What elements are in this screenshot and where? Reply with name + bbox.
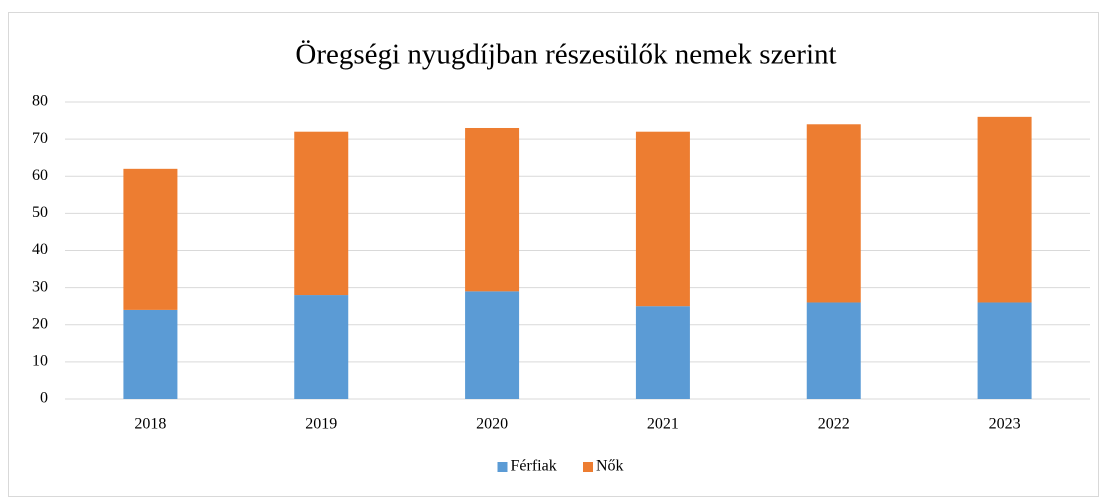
x-tick-label: 2020 [476,416,508,433]
chart-border [8,12,1099,497]
x-tick-label: 2021 [647,416,679,433]
bar-segment [465,291,520,399]
bar-segment [294,131,349,296]
bar-segment [635,306,690,399]
y-tick-label: 0 [40,390,48,407]
x-tick-label: 2018 [134,416,166,433]
x-tick-label: 2019 [305,416,337,433]
y-tick-label: 60 [32,167,48,184]
bar-segment [806,124,861,303]
legend-swatch [583,462,593,472]
y-tick-label: 40 [32,241,48,258]
bar-segment [977,302,1032,399]
bar-segment [123,168,178,310]
y-tick-label: 70 [32,130,48,147]
x-tick-label: 2023 [989,416,1021,433]
bar-segment [123,309,178,399]
x-tick-label: 2022 [818,416,850,433]
bar-segment [465,127,520,292]
legend-swatch [497,462,508,472]
bar-segment [977,116,1032,303]
y-tick-label: 20 [32,315,48,332]
legend-label: Nők [596,458,624,475]
bar-segment [806,302,861,399]
chart-title: Öregségi nyugdíjban részesülők nemek sze… [295,39,836,71]
y-tick-label: 50 [32,204,48,221]
legend-label: Férfiak [511,458,557,475]
bar-segment [635,131,690,307]
y-tick-label: 80 [32,93,48,110]
y-tick-label: 10 [32,353,48,370]
y-tick-label: 30 [32,278,48,295]
bar-segment [294,295,349,399]
